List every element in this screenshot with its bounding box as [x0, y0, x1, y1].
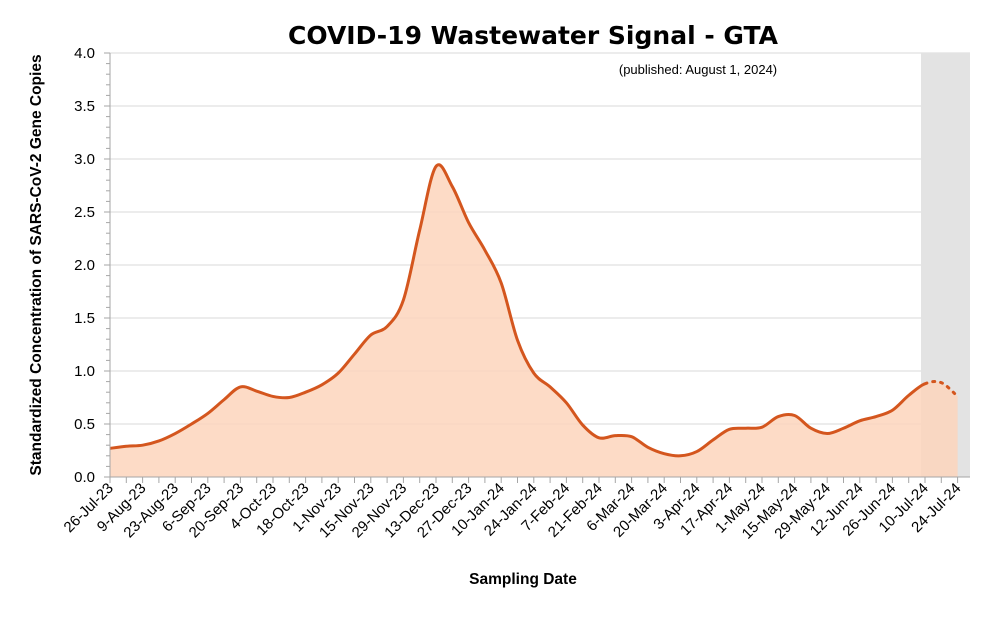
chart-title: COVID-19 Wastewater Signal - GTA [288, 21, 779, 50]
published-note: (published: August 1, 2024) [619, 62, 777, 77]
y-tick-label: 2.0 [74, 257, 95, 274]
area-fill [110, 164, 958, 478]
x-axis-label: Sampling Date [469, 571, 577, 588]
y-tick-label: 0.5 [74, 416, 95, 433]
y-tick-label: 3.5 [74, 98, 95, 115]
y-axis-label: Standardized Concentration of SARS-CoV-2… [28, 54, 45, 475]
plot-area: 0.00.51.01.52.02.53.03.54.026-Jul-239-Au… [61, 45, 970, 543]
y-tick-label: 1.5 [74, 310, 95, 327]
series-line [109, 163, 926, 458]
y-tick-label: 3.0 [74, 151, 95, 168]
y-tick-label: 0.0 [74, 469, 95, 486]
y-tick-label: 4.0 [74, 45, 95, 62]
y-tick-label: 2.5 [74, 204, 95, 221]
y-tick-label: 1.0 [74, 363, 95, 380]
series-line-provisional [923, 380, 960, 398]
